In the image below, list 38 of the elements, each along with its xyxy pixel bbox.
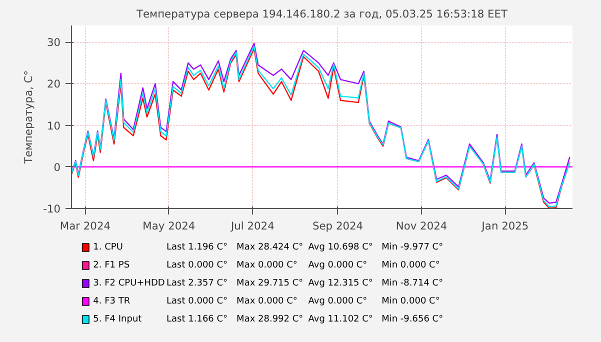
text: Max 0.000 C° [236,260,298,270]
x-tick-label: Jan 2025 [480,220,529,232]
text: Last 0.000 C° [166,296,228,306]
text: Max 29.715 C° [236,278,304,288]
y-tick-label: -10 [43,202,61,216]
legend-label: 1. CPU [93,242,123,252]
text: Min -8.714 C° [382,278,444,288]
text: Avg 11.102 C° [308,314,373,324]
text: Avg 10.698 C° [308,242,373,252]
text: Min 0.000 C° [382,260,440,270]
legend-label: 3. F2 CPU+HDD [93,278,165,288]
x-tick-label: May 2024 [142,220,196,232]
y-axis-title: Температура, C° [22,70,36,165]
text: Max 28.424 C° [236,242,304,252]
y-tick-label: 0 [54,160,61,174]
text: Last 2.357 C° [166,278,228,288]
text: Avg 0.000 C° [308,260,368,270]
x-tick-label: Mar 2024 [60,220,111,232]
x-tick-label: Jul 2024 [230,220,275,232]
text: Min -9.656 C° [382,314,444,324]
legend-label: 5. F4 Input [93,314,142,324]
text: Last 0.000 C° [166,260,228,270]
legend-label: 2. F1 PS [93,260,130,270]
chart-title: Температура сервера 194.146.180.2 за год, 05.03.25 16:53:18 EET [135,8,508,20]
text: Avg 12.315 C° [308,278,373,288]
x-tick-label: Sep 2024 [312,220,364,232]
text: Min -9.977 C° [382,242,444,252]
x-tick-label: Nov 2024 [396,220,448,232]
y-tick-label: 30 [46,36,61,50]
y-tick-label: 10 [46,119,61,132]
text: Max 28.992 C° [236,314,304,324]
text: Last 1.196 C° [166,242,228,252]
text: Min 0.000 C° [382,296,440,306]
y-tick-label: 20 [46,78,61,91]
text: Avg 0.000 C° [308,296,368,306]
text: Last 1.166 C° [166,314,228,324]
text: Max 0.000 C° [236,296,298,306]
legend-label: 4. F3 TR [93,296,130,306]
